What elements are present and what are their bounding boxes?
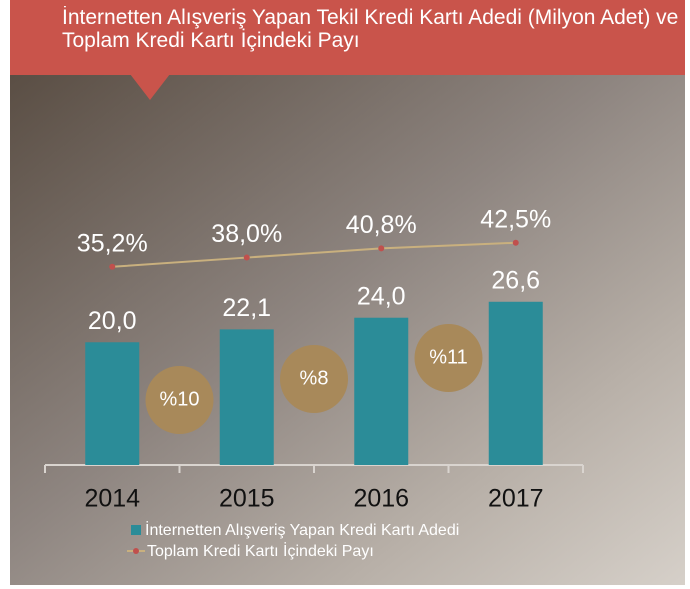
share-marker — [243, 254, 250, 261]
share-marker — [512, 239, 519, 246]
growth-label: %11 — [429, 346, 468, 368]
bar-value-label: 22,1 — [222, 294, 271, 322]
banner-notch — [130, 74, 170, 100]
bar — [85, 342, 140, 465]
legend-marker — [133, 548, 139, 554]
x-tick-label: 2016 — [353, 485, 409, 513]
growth-badge — [280, 345, 348, 413]
growth-badge — [414, 324, 483, 392]
share-line — [112, 241, 516, 268]
share-marker — [109, 263, 116, 270]
title-box: İnternetten Alışveriş Yapan Tekil Kredi … — [62, 6, 679, 52]
share-value-label: 40,8% — [346, 211, 417, 239]
share-marker — [378, 245, 385, 252]
legend-label: İnternetten Alışveriş Yapan Kredi Kartı … — [145, 520, 459, 539]
bar — [219, 329, 274, 465]
photo-bg — [10, 75, 685, 585]
growth-label: %10 — [159, 388, 199, 410]
bar-value-label: 26,6 — [491, 266, 540, 294]
bar — [488, 301, 543, 465]
bar-value-label: 24,0 — [357, 282, 406, 310]
x-tick-label: 2014 — [84, 485, 140, 513]
share-value-label: 38,0% — [211, 220, 282, 248]
share-value-label: 42,5% — [480, 205, 551, 233]
growth-label: %8 — [300, 367, 329, 389]
title-banner — [10, 0, 685, 75]
share-value-label: 35,2% — [77, 229, 148, 257]
x-tick-label: 2015 — [219, 485, 275, 513]
bar — [354, 317, 409, 465]
growth-badge — [145, 366, 214, 434]
legend-label: Toplam Kredi Kartı İçindeki Payı — [147, 541, 374, 560]
x-tick-label: 2017 — [488, 485, 544, 513]
bar-value-label: 20,0 — [88, 307, 137, 335]
legend-swatch — [131, 525, 141, 535]
chart-title: İnternetten Alışveriş Yapan Tekil Kredi … — [62, 6, 679, 52]
